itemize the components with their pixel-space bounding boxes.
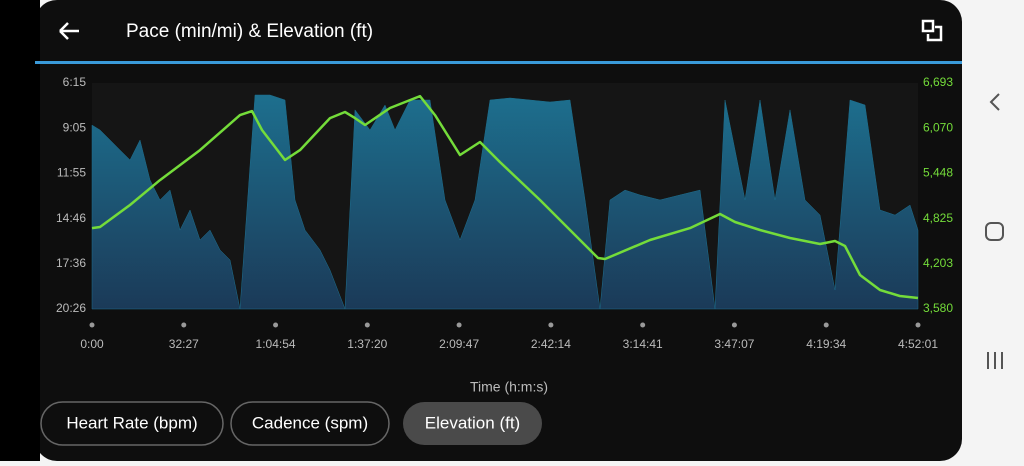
x-axis-label: Time (h:m:s) [470, 379, 548, 395]
x-tick-label: 4:19:34 [806, 337, 846, 351]
y2-tick-label: 3,580 [923, 301, 953, 315]
x-tick-label: 0:00 [80, 337, 104, 351]
tab-button[interactable] [403, 402, 542, 445]
y2-tick-label: 4,825 [923, 211, 953, 225]
x-tick-label: 3:14:41 [623, 337, 663, 351]
nav-recent[interactable] [987, 352, 1003, 369]
x-tick-label: 3:47:07 [714, 337, 754, 351]
tab-label: Elevation (ft) [425, 413, 520, 432]
x-tick-mark [273, 322, 279, 328]
tab-label: Heart Rate (bpm) [66, 413, 197, 432]
x-tick-label: 2:42:14 [531, 337, 571, 351]
elevation-line [91, 94, 919, 300]
divider [35, 61, 962, 64]
y2-tick-label: 5,448 [923, 166, 953, 180]
x-tick-mark [456, 322, 462, 328]
y-tick-label: 6:15 [63, 75, 87, 89]
x-tick-label: 2:09:47 [439, 337, 479, 351]
x-tick-mark [89, 322, 95, 328]
x-tick-mark [548, 322, 554, 328]
y-tick-label: 17:36 [56, 256, 86, 270]
y2-tick-label: 6,070 [923, 120, 953, 134]
x-tick-mark [364, 322, 370, 328]
edge [0, 0, 40, 461]
back-button[interactable] [59, 22, 79, 40]
x-tick-mark [915, 322, 921, 328]
x-tick-label: 1:04:54 [256, 337, 296, 351]
y-tick-label: 14:46 [56, 211, 86, 225]
x-tick-mark [823, 322, 829, 328]
tab-label: Cadence (spm) [252, 413, 368, 432]
rotate-button[interactable] [921, 19, 943, 42]
chart: 6:15 9:05 11:55 14:46 17:36 20:26 3,580 4,203 4,… [56, 75, 953, 395]
nav-back[interactable] [989, 93, 1000, 111]
x-tick-label: 4:52:01 [898, 337, 938, 351]
x-tick-mark [640, 322, 646, 328]
y-tick-label: 20:26 [56, 301, 86, 315]
y2-tick-label: 6,693 [923, 75, 953, 89]
x-tick-label: 1:37:20 [347, 337, 387, 351]
x-tick-mark [731, 322, 737, 328]
title: Pace (min/mi) & Elevation (ft) [126, 21, 373, 42]
y-tick-label: 9:05 [63, 120, 87, 134]
y-tick-label: 11:55 [57, 165, 86, 179]
y2-tick-label: 4,203 [923, 256, 953, 270]
pace-area [91, 94, 919, 310]
x-tick-label: 32:27 [169, 337, 199, 351]
tab-button[interactable] [40, 401, 224, 446]
tab-button[interactable] [230, 401, 390, 446]
x-tick-mark [181, 322, 187, 328]
nav-home[interactable] [985, 222, 1004, 241]
tabs: Heart Rate (bpm) Cadence (spm) Elevation (… [40, 401, 542, 446]
